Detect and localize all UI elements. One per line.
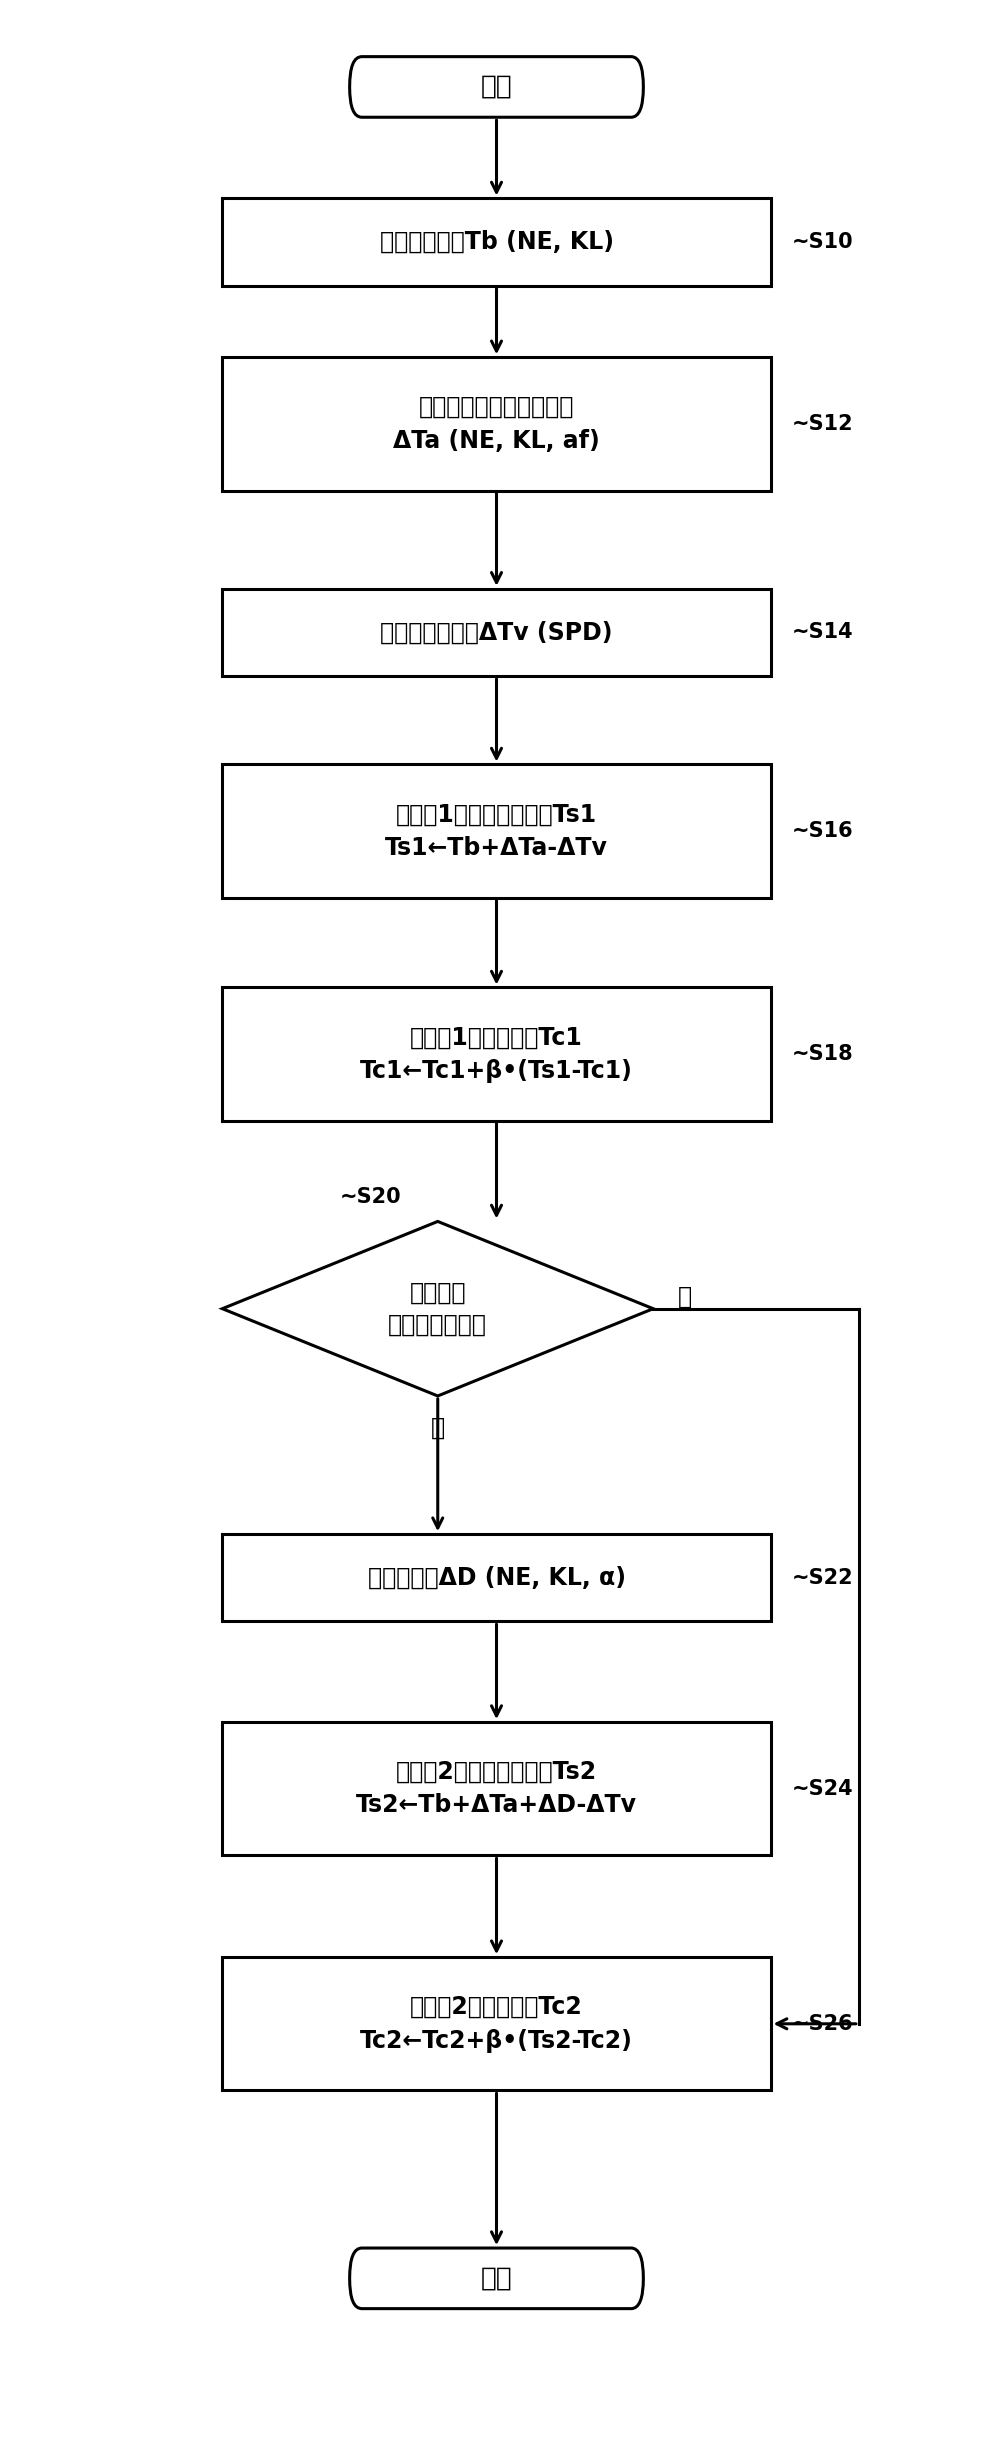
Bar (222, 588, 771, 675)
Text: 否: 否 (677, 1285, 692, 1309)
Text: ~S26: ~S26 (792, 2014, 854, 2033)
Bar (222, 358, 771, 490)
Text: 处于抖动
控制执行期间？: 处于抖动 控制执行期间？ (388, 1280, 488, 1336)
Text: 算出第1傅化剂温度Tc1
Tc1←Tc1+β•(Ts1-Tc1): 算出第1傅化剂温度Tc1 Tc1←Tc1+β•(Ts1-Tc1) (360, 1026, 633, 1082)
FancyBboxPatch shape (350, 56, 643, 117)
FancyBboxPatch shape (350, 2248, 643, 2309)
Text: ~S18: ~S18 (792, 1043, 854, 1063)
Text: 结束: 结束 (481, 2265, 512, 2292)
Text: ~S16: ~S16 (792, 822, 854, 841)
Text: 抖动修正量ΔD (NE, KL, α): 抖动修正量ΔD (NE, KL, α) (367, 1565, 626, 1590)
Bar (222, 1721, 771, 1855)
Bar (222, 1534, 771, 1621)
Polygon shape (222, 1221, 653, 1397)
Text: 算出第1稳定傅化剂温度Ts1
Ts1←Tb+ΔTa-ΔTv: 算出第1稳定傅化剂温度Ts1 Ts1←Tb+ΔTa-ΔTv (385, 802, 608, 861)
Text: ~S24: ~S24 (792, 1780, 854, 1799)
Text: ~S12: ~S12 (792, 414, 854, 434)
Text: 算出第2稳定傅化剂温度Ts2
Ts2←Tb+ΔTa+ΔD-ΔTv: 算出第2稳定傅化剂温度Ts2 Ts2←Tb+ΔTa+ΔD-ΔTv (356, 1760, 637, 1816)
Text: ~S22: ~S22 (792, 1568, 854, 1587)
Text: ~S14: ~S14 (792, 622, 854, 641)
Text: ~S20: ~S20 (340, 1187, 401, 1207)
Text: 算出车速修正量ΔTv (SPD): 算出车速修正量ΔTv (SPD) (380, 619, 613, 644)
Text: 是: 是 (431, 1416, 445, 1438)
Bar (222, 197, 771, 285)
Text: ~S10: ~S10 (792, 232, 854, 251)
Text: 算出第2傅化剂温度Tc2
Tc2←Tc2+β•(Ts2-Tc2): 算出第2傅化剂温度Tc2 Tc2←Tc2+β•(Ts2-Tc2) (360, 1994, 633, 2053)
Bar (222, 1958, 771, 2089)
Bar (222, 766, 771, 897)
Text: 算出点火正时延迟修正量
ΔTa (NE, KL, af): 算出点火正时延迟修正量 ΔTa (NE, KL, af) (393, 395, 600, 453)
Text: 开始: 开始 (481, 73, 512, 100)
Text: 算出基础温度Tb (NE, KL): 算出基础温度Tb (NE, KL) (379, 229, 614, 254)
Bar (222, 987, 771, 1121)
